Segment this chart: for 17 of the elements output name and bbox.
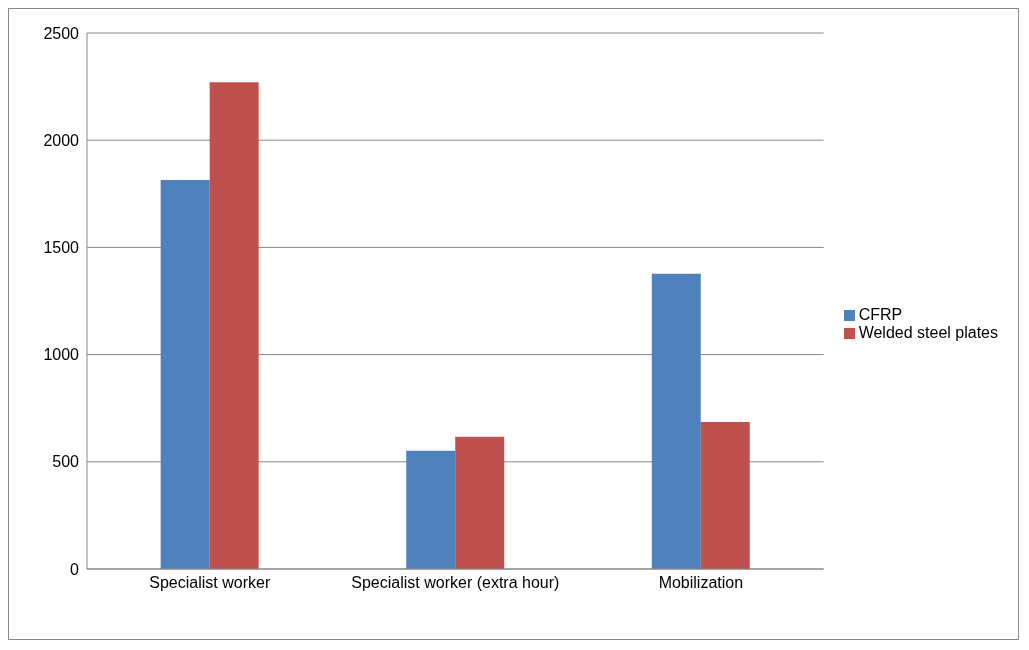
bar [160, 180, 210, 569]
y-tick-label: 1000 [43, 346, 80, 364]
bar [209, 82, 259, 569]
bar [651, 273, 701, 569]
legend-label: Welded steel plates [858, 324, 998, 341]
x-tick-label: Specialist worker [149, 574, 271, 592]
bar [700, 421, 750, 569]
x-tick-label: Mobilization [658, 574, 744, 592]
x-tick-label: Specialist worker (extra hour) [351, 574, 560, 592]
bar [406, 450, 456, 569]
bar [455, 436, 505, 569]
y-tick-label: 500 [52, 453, 80, 471]
legend-label: CFRP [858, 306, 903, 323]
y-tick-label: 0 [70, 560, 80, 578]
y-tick-label: 2500 [43, 24, 80, 42]
y-tick-label: 2000 [43, 131, 80, 149]
y-tick-label: 1500 [43, 239, 80, 257]
